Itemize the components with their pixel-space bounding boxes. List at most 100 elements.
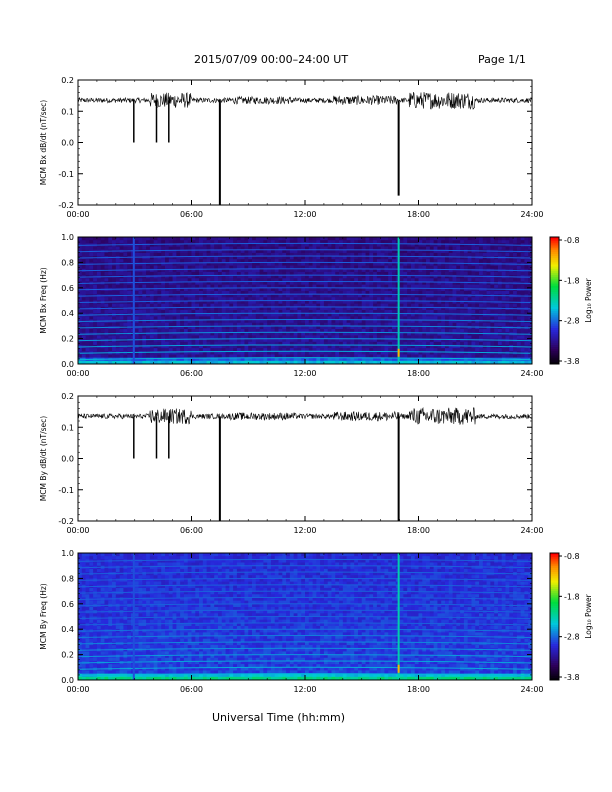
spectrogram-cell: [331, 325, 336, 330]
spectrogram-cell: [471, 316, 476, 320]
spectrogram-cell: [482, 249, 487, 254]
spectrogram-cell: [308, 294, 313, 298]
spectrogram-cell: [270, 322, 276, 327]
spectrogram-cell: [513, 303, 518, 308]
spectrogram-cell: [516, 354, 522, 359]
spectrogram-cell: [320, 329, 325, 333]
spectrogram-cell: [346, 278, 351, 282]
spectrogram-cell: [138, 310, 143, 314]
spectrogram-cell: [270, 249, 276, 254]
spectrogram-cell: [289, 348, 295, 352]
spectrogram-cell: [418, 360, 423, 365]
spectrogram-cell: [187, 306, 192, 311]
spectrogram-cell: [259, 240, 264, 244]
spectrogram-cell: [78, 246, 83, 251]
spectrogram-cell: [380, 322, 385, 327]
spectrogram-cell: [308, 275, 313, 279]
spectrogram-cell: [441, 281, 446, 286]
spectrogram-cell: [463, 310, 469, 314]
spectrogram-cell: [316, 354, 321, 359]
spectrogram-cell: [467, 316, 472, 320]
spectrogram-cell: [513, 237, 518, 241]
spectrogram-cell: [320, 275, 325, 279]
spectrogram-cell: [282, 303, 287, 308]
spectrogram-cell: [471, 354, 476, 359]
spectrogram-cell: [456, 354, 461, 359]
spectrogram-cell: [361, 344, 366, 349]
spectrogram-cell: [293, 294, 298, 298]
spectrogram-cell: [467, 252, 472, 257]
spectrogram-cell: [388, 310, 393, 314]
spectrogram-cell: [426, 348, 431, 352]
spectrogram-cell: [255, 316, 260, 320]
spectrogram-cell: [365, 284, 370, 289]
spectrogram-cell: [524, 240, 529, 244]
spectrogram-cell: [418, 243, 423, 247]
spectrogram-cell: [199, 322, 204, 327]
spectrogram-cell: [357, 335, 363, 339]
spectrogram-cell: [153, 249, 158, 254]
spectrogram-cell: [448, 290, 453, 295]
spectrogram-cell: [267, 341, 272, 346]
harmonic-band: [77, 350, 533, 354]
spectrogram-cell: [195, 243, 200, 247]
spectrogram-cell: [297, 341, 302, 346]
spectrogram-cell: [414, 303, 419, 308]
spectrogram-cell: [312, 335, 317, 339]
spectrogram-cell: [384, 341, 389, 346]
spectrogram-cell: [115, 348, 121, 352]
spectrogram-cell: [161, 303, 166, 308]
spectrogram-cell: [407, 297, 412, 301]
spectrogram-cell: [236, 249, 242, 254]
spectrogram-cell: [172, 316, 177, 320]
spectrogram-cell: [278, 268, 283, 273]
spectrogram-cell: [490, 290, 495, 295]
spectrogram-cell: [161, 332, 166, 336]
spectrogram-cell: [316, 335, 321, 339]
spectrogram-cell: [471, 281, 476, 286]
spectrogram-cell: [195, 249, 200, 254]
spectrogram-cell: [448, 275, 453, 279]
spectrogram-cell: [327, 252, 332, 257]
spectrogram-cell: [127, 300, 132, 305]
spectrogram-cell: [524, 284, 529, 289]
spectrogram-cell: [142, 325, 147, 330]
spectrogram-cell: [138, 278, 143, 282]
spectrogram-cell: [369, 351, 374, 355]
spectrogram-cell: [388, 316, 393, 320]
spectrogram-cell: [78, 354, 83, 359]
spectrogram-cell: [471, 262, 476, 266]
spectrogram-cell: [475, 329, 480, 333]
spectrogram-cell: [422, 297, 427, 301]
spectrogram-cell: [183, 303, 189, 308]
spectrogram-cell: [244, 246, 249, 251]
spectrogram-cell: [312, 287, 317, 292]
spectrogram-cell: [433, 338, 438, 343]
spectrogram-cell: [100, 246, 105, 251]
spectrogram-cell: [437, 294, 442, 298]
spectrogram-cell: [123, 281, 128, 286]
spectrogram-cell: [274, 319, 279, 324]
spectrogram-cell: [142, 268, 147, 273]
spectrogram-cell: [361, 268, 366, 273]
spectrogram-cell: [153, 268, 158, 273]
spectrogram-cell: [282, 240, 287, 244]
spectrogram-cell: [444, 237, 450, 241]
spectrogram-cell: [123, 316, 128, 320]
spectrogram-cell: [146, 325, 151, 330]
spectrogram-cell: [301, 325, 306, 330]
spectrogram-cell: [89, 240, 94, 244]
spectrogram-cell: [282, 310, 287, 314]
spectrogram-cell: [320, 310, 325, 314]
spectrogram-cell: [195, 281, 200, 286]
spectrogram-cell: [388, 351, 393, 355]
spectrogram-cell: [146, 310, 151, 314]
spectrogram-cell: [380, 303, 385, 308]
spectrogram-cell: [463, 287, 469, 292]
spectrogram-cell: [305, 278, 310, 282]
spectrogram-cell: [146, 313, 151, 317]
spectrogram-cell: [444, 281, 450, 286]
spectrogram-cell: [221, 329, 226, 333]
spectrogram-cell: [433, 313, 438, 317]
spectrogram-cell: [505, 303, 510, 308]
